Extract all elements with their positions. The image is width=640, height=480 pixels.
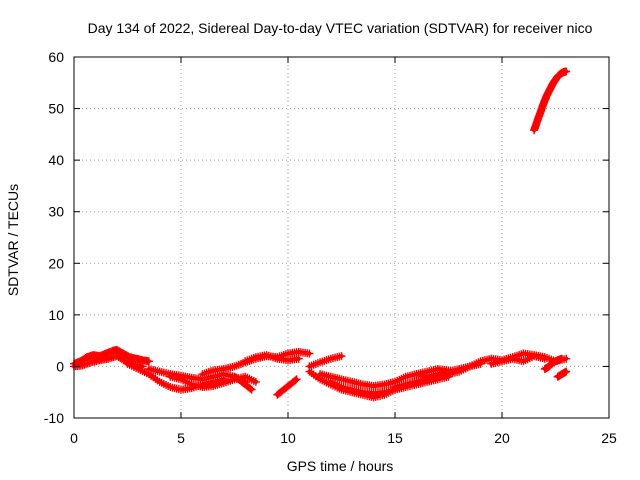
data-point bbox=[476, 359, 485, 368]
tick-layer: 0 5 10 15 20 25 -10 0 10 20 30 40 50 60 bbox=[44, 49, 617, 446]
x-tick-label: 5 bbox=[177, 430, 185, 446]
series-track-6 bbox=[198, 347, 314, 379]
data-point bbox=[557, 354, 566, 363]
y-tick-label: 50 bbox=[48, 101, 64, 117]
series-track-11 bbox=[305, 352, 346, 371]
data-point bbox=[119, 356, 128, 365]
data-point bbox=[305, 349, 314, 358]
data-point bbox=[562, 67, 571, 76]
data-point bbox=[246, 384, 255, 393]
x-tick-label: 15 bbox=[387, 430, 403, 446]
series-track-18 bbox=[553, 367, 571, 381]
x-axis-label: GPS time / hours bbox=[287, 458, 394, 474]
data-point bbox=[247, 385, 256, 394]
data-point bbox=[337, 352, 346, 361]
series-track-19 bbox=[530, 67, 571, 135]
series-track-5 bbox=[166, 372, 260, 392]
y-tick-label: 60 bbox=[48, 49, 64, 65]
grid-layer bbox=[74, 57, 609, 418]
data-point bbox=[291, 376, 300, 385]
x-tick-label: 25 bbox=[601, 430, 617, 446]
y-tick-label: -10 bbox=[44, 410, 64, 426]
y-tick-label: 20 bbox=[48, 255, 64, 271]
data-point bbox=[292, 375, 301, 384]
series-track-15 bbox=[412, 359, 485, 381]
x-tick-label: 10 bbox=[280, 430, 296, 446]
data-point bbox=[540, 354, 549, 363]
y-axis-label: SDTVAR / TECUs bbox=[5, 184, 21, 296]
y-tick-label: 30 bbox=[48, 204, 64, 220]
data-point bbox=[562, 367, 571, 376]
x-tick-label: 20 bbox=[494, 430, 510, 446]
y-tick-label: 40 bbox=[48, 152, 64, 168]
y-tick-label: 10 bbox=[48, 307, 64, 323]
x-tick-label: 0 bbox=[70, 430, 78, 446]
data-point bbox=[144, 357, 153, 366]
series-track-7 bbox=[230, 372, 256, 394]
series-track-9 bbox=[273, 375, 301, 399]
series-track-16 bbox=[487, 352, 549, 368]
data-layer bbox=[70, 67, 571, 402]
plot-frame bbox=[73, 56, 610, 419]
y-tick-label: 0 bbox=[56, 358, 64, 374]
data-point bbox=[251, 377, 260, 386]
series-track-8 bbox=[241, 351, 303, 366]
chart-title: Day 134 of 2022, Sidereal Day-to-day VTE… bbox=[88, 20, 593, 36]
data-point bbox=[294, 354, 303, 363]
series-track-17 bbox=[540, 354, 566, 374]
